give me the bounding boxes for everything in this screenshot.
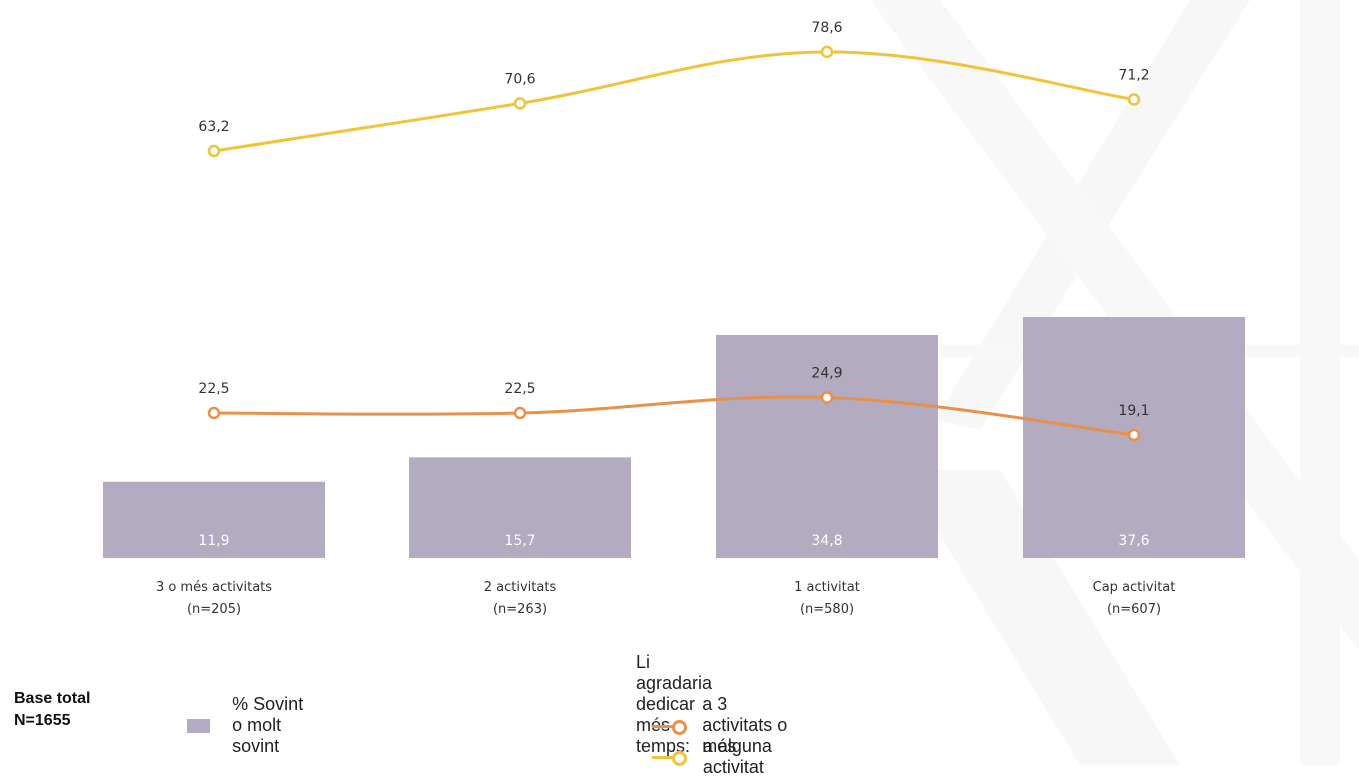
bar-label-0: 11,9 [198,533,229,549]
legend-swatch-bars [187,718,211,733]
line-1-point-0 [207,144,221,158]
legend-item-line-1: a alguna activitat [652,736,785,778]
bar-label-3: 37,6 [1118,533,1149,549]
category-count-1: (n=263) [493,602,547,617]
legend-item-line-0: a 3 activitats o més [652,694,794,757]
line-1-point-2 [820,45,834,59]
line-0-point-0 [207,406,221,420]
line-0-label-0: 22,5 [198,381,229,397]
category-count-3: (n=607) [1107,602,1161,617]
legend-label-line-1: a alguna activitat [702,736,772,777]
legend-swatch-line-1 [652,749,687,766]
category-count-0: (n=205) [187,602,241,617]
legend-label-line-0: a 3 activitats o més [702,694,788,756]
line-1-point-3 [1127,93,1141,106]
line-0-point-3 [1127,428,1141,442]
lines [207,45,1141,442]
category-label-3: Cap activitat [1093,580,1176,595]
line-series-0 [213,395,1135,437]
bar-label-1: 15,7 [504,533,535,549]
line-1-label-1: 70,6 [504,71,535,87]
legend-title: Li agradaria dedicar més temps: [636,652,712,757]
legend-item-bars: % Sovint o molt sovint [187,694,311,757]
category-label-2: 1 activitat [794,580,860,595]
legend-label-bars: % Sovint o molt sovint [232,694,304,756]
line-0-point-1 [513,406,527,420]
bar-0 [103,481,325,558]
bar-2 [716,334,938,558]
line-series-1 [213,50,1135,153]
line-1-point-1 [513,97,527,110]
labels: 11,9 15,7 34,8 37,6 3 o més activitats (n=205… [156,20,1175,617]
bar-label-2: 34,8 [811,533,842,549]
legend-swatch-line-0 [652,718,687,735]
line-1-label-2: 78,6 [811,20,842,36]
bar-1 [409,457,631,558]
category-label-1: 2 activitats [484,580,557,595]
bars [103,317,1245,558]
line-0-label-2: 24,9 [811,366,842,382]
category-count-2: (n=580) [800,602,854,617]
legend-title-text: Li agradaria dedicar més temps: [636,652,713,756]
line-1-label-3: 71,2 [1118,68,1149,84]
line-0-label-1: 22,5 [504,381,535,397]
line-0-label-3: 19,1 [1118,403,1149,419]
base-total-label: Base total [14,690,91,707]
line-1-label-0: 63,2 [198,119,229,135]
base-total: Base total N=1655 [14,688,90,732]
category-label-0: 3 o més activitats [156,580,272,595]
line-0-point-2 [820,391,834,404]
base-total-n: N=1655 [14,712,71,729]
